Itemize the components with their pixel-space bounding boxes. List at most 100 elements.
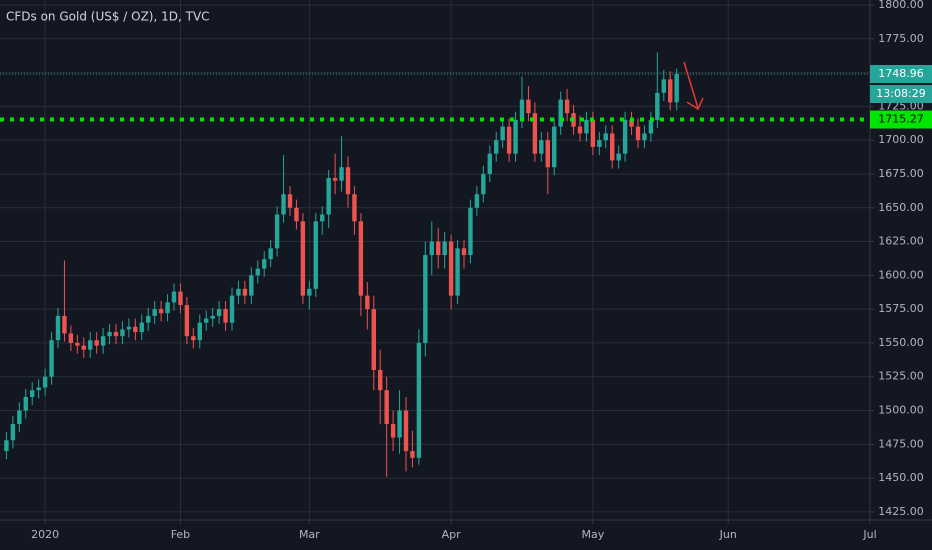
candle-body: [635, 126, 641, 141]
candle-body: [81, 345, 86, 350]
candle-body: [36, 387, 41, 391]
candle-body: [494, 140, 499, 154]
candle-body: [88, 340, 93, 350]
candle-body: [100, 336, 106, 346]
candle-body: [339, 167, 344, 181]
candle-body: [455, 248, 460, 296]
y-tick-label: 1575.00: [878, 302, 924, 315]
candle-body: [120, 329, 125, 337]
y-tick-label: 1500.00: [878, 404, 924, 417]
candle-body: [345, 167, 351, 195]
candle-body: [474, 194, 480, 208]
candle-body: [94, 340, 99, 346]
x-tick-label: Feb: [171, 528, 190, 541]
x-tick-label: Mar: [299, 528, 320, 541]
y-tick-label: 1700.00: [878, 133, 924, 146]
candle-body: [204, 318, 209, 323]
candle-body: [668, 79, 673, 103]
candle-body: [487, 153, 492, 174]
candle-body: [294, 207, 299, 222]
candle-body: [352, 194, 357, 222]
candle-body: [152, 309, 157, 316]
candle-body: [42, 376, 48, 388]
candle-body: [539, 140, 544, 154]
x-tick-label: Jun: [719, 528, 737, 541]
last-price-badge: [870, 64, 932, 83]
candle-body: [210, 315, 215, 319]
countdown-label: 13:08:29: [876, 87, 925, 100]
candle-body: [165, 302, 170, 314]
candle-body: [75, 342, 80, 346]
candle-body: [242, 288, 248, 296]
candle-body: [622, 119, 628, 154]
y-tick-label: 1775.00: [878, 32, 924, 45]
candle-body: [358, 221, 364, 296]
candle-body: [30, 390, 35, 397]
candle-body: [287, 194, 293, 208]
candle-body: [429, 241, 434, 256]
candle-body: [584, 119, 589, 134]
candle-body: [236, 288, 241, 296]
candle-body: [603, 133, 608, 141]
candle-body: [384, 390, 389, 425]
candle-body: [113, 332, 119, 337]
candle-body: [255, 268, 260, 276]
last-price-label: 1748.96: [878, 67, 924, 80]
candle-body: [262, 259, 267, 269]
candles: [4, 52, 679, 477]
candle-body: [674, 73, 679, 103]
candle-body: [597, 140, 602, 147]
y-tick-label: 1600.00: [878, 268, 924, 281]
y-tick-label: 1675.00: [878, 167, 924, 180]
candle-body: [326, 178, 331, 215]
candle-body: [461, 248, 467, 256]
candle-body: [577, 126, 583, 134]
candle-body: [655, 92, 660, 120]
candle-body: [320, 214, 325, 222]
candle-body: [10, 424, 16, 441]
chart-title: CFDs on Gold (US$ / OZ), 1D, TVC: [6, 10, 210, 24]
candle-body: [661, 79, 666, 93]
candle-body: [365, 295, 370, 310]
candle-body: [648, 119, 654, 134]
candle-body: [558, 99, 563, 127]
candle-body: [403, 410, 409, 452]
candle-body: [4, 440, 9, 452]
candle-body: [416, 342, 422, 458]
candle-body: [107, 332, 112, 337]
y-tick-label: 1425.00: [878, 505, 924, 518]
candle-body: [313, 221, 318, 289]
candle-body: [390, 424, 396, 438]
candle-body: [468, 207, 473, 256]
candle-body: [23, 396, 28, 411]
x-tick-label: Jul: [862, 528, 876, 541]
candle-body: [642, 133, 647, 141]
overlay: [0, 73, 870, 122]
candle-body: [197, 322, 202, 341]
candle-body: [442, 241, 447, 256]
candle-body: [229, 295, 235, 323]
candle-body: [448, 241, 454, 296]
candle-body: [191, 336, 196, 341]
grid: [0, 0, 871, 520]
candle-body: [126, 326, 132, 330]
candle-body: [178, 291, 183, 306]
candle-body: [629, 119, 634, 127]
candle-body: [616, 153, 621, 161]
candle-body: [481, 173, 486, 195]
y-tick-label: 1450.00: [878, 471, 924, 484]
level-badge: [870, 110, 932, 129]
candle-body: [506, 126, 512, 154]
candle-body: [410, 451, 415, 458]
y-tick-label: 1625.00: [878, 235, 924, 248]
candle-body: [564, 99, 570, 114]
arrow-head: [686, 97, 704, 111]
candle-body: [274, 214, 280, 249]
candle-body: [146, 315, 151, 323]
candle-body: [223, 309, 228, 323]
candle-body: [49, 340, 54, 377]
candle-body: [545, 140, 550, 168]
countdown-badge: [870, 84, 932, 103]
candle-body: [552, 126, 557, 168]
